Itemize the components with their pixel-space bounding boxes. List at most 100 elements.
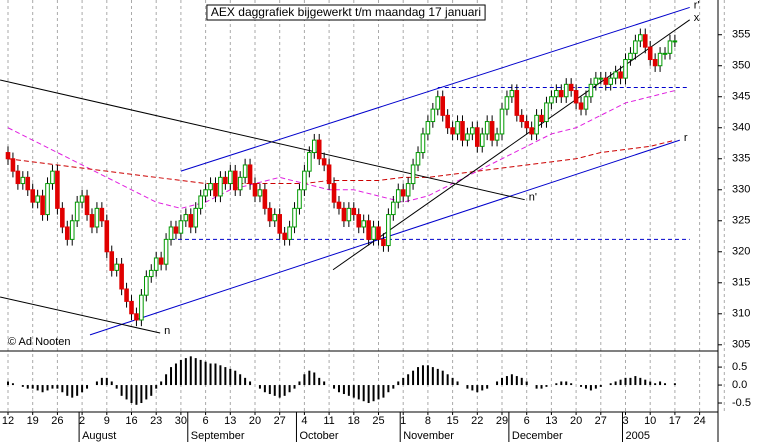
annotation: © Ad Nooten bbox=[8, 336, 71, 348]
candle-body bbox=[376, 226, 381, 240]
candle-body bbox=[499, 108, 505, 135]
candle-body bbox=[484, 121, 490, 135]
candle-body bbox=[302, 170, 307, 191]
candle-body bbox=[99, 207, 105, 222]
candle-body bbox=[435, 96, 441, 110]
candle-body bbox=[74, 201, 80, 222]
candle-body bbox=[371, 226, 376, 240]
candle-body bbox=[114, 263, 119, 271]
candle-body bbox=[494, 133, 500, 141]
candle-body bbox=[262, 189, 268, 209]
x-tick-label: 22 bbox=[471, 415, 483, 427]
candle-body bbox=[247, 164, 253, 185]
candle-body bbox=[144, 276, 149, 296]
candle-body bbox=[326, 164, 332, 185]
trend-line-label: x bbox=[694, 12, 700, 24]
candle-body bbox=[292, 207, 297, 228]
y-tick-label: 345 bbox=[732, 91, 750, 103]
candle-body bbox=[455, 121, 460, 135]
x-tick-label: 4 bbox=[301, 415, 307, 427]
candle-body bbox=[272, 214, 278, 222]
candle-body bbox=[69, 220, 75, 240]
candle-body bbox=[475, 127, 480, 147]
candle-body bbox=[534, 114, 539, 135]
candle-body bbox=[104, 220, 110, 253]
y-tick-label: 340 bbox=[732, 122, 750, 134]
month-label: October bbox=[299, 430, 338, 442]
candle-body bbox=[366, 220, 371, 240]
candle-body bbox=[524, 121, 530, 129]
candle-body bbox=[163, 238, 169, 265]
chart-title: AEX daggrafiek bijgewerkt t/m maandag 17… bbox=[211, 5, 481, 19]
x-tick-label: 8 bbox=[425, 415, 431, 427]
candle-body bbox=[55, 170, 60, 209]
candle-body bbox=[504, 96, 510, 110]
candle-body bbox=[129, 300, 134, 315]
trend-line bbox=[180, 6, 690, 172]
candle-body bbox=[321, 158, 327, 166]
grid bbox=[7, 0, 725, 412]
month-label: November bbox=[403, 430, 454, 442]
candle-body bbox=[297, 189, 302, 209]
candle-body bbox=[558, 90, 564, 98]
x-tick-label: 29 bbox=[496, 415, 508, 427]
x-tick-label: 20 bbox=[570, 415, 582, 427]
candle-body bbox=[203, 189, 208, 197]
candle-body bbox=[479, 133, 485, 147]
x-tick-label: 27 bbox=[595, 415, 607, 427]
month-label: December bbox=[512, 430, 563, 442]
candle-body bbox=[460, 121, 465, 141]
x-tick-label: 30 bbox=[175, 415, 187, 427]
candle-body bbox=[391, 201, 396, 216]
candle-body bbox=[509, 90, 515, 98]
candle-body bbox=[158, 257, 164, 265]
candle-body bbox=[237, 176, 243, 191]
trend-line-label: n bbox=[164, 325, 170, 337]
candle-body bbox=[168, 226, 174, 240]
candle-body bbox=[568, 83, 574, 92]
x-tick-label: 25 bbox=[372, 415, 384, 427]
x-tick-label: 24 bbox=[693, 415, 705, 427]
trend-line-label: r' bbox=[694, 0, 700, 11]
candle-body bbox=[15, 170, 21, 185]
candle-body bbox=[10, 158, 16, 172]
candle-body bbox=[642, 34, 648, 48]
month-label: 2005 bbox=[626, 430, 650, 442]
x-tick-label: 13 bbox=[224, 415, 236, 427]
x-tick-label: 12 bbox=[2, 415, 14, 427]
candle-body bbox=[183, 214, 189, 222]
candle-body bbox=[218, 176, 223, 197]
candle-body bbox=[603, 77, 609, 85]
x-tick-label: 23 bbox=[150, 415, 162, 427]
candle-body bbox=[188, 214, 194, 228]
candle-body bbox=[223, 176, 228, 185]
candle-body bbox=[228, 170, 233, 185]
candle-body bbox=[405, 183, 411, 197]
candle-body bbox=[25, 176, 31, 191]
candle-body bbox=[578, 102, 584, 110]
candle-body bbox=[549, 96, 554, 104]
candle-body bbox=[415, 152, 421, 166]
y-tick-label: 0.0 bbox=[732, 379, 747, 391]
candle-body bbox=[257, 189, 263, 197]
candle-body bbox=[40, 195, 45, 216]
candle-body bbox=[445, 114, 450, 129]
candle-body bbox=[341, 207, 347, 222]
candle-body bbox=[598, 77, 604, 80]
candle-body bbox=[489, 121, 495, 141]
x-tick-label: 15 bbox=[446, 415, 458, 427]
candle-body bbox=[45, 183, 50, 216]
candle-body bbox=[287, 226, 292, 240]
y-tick-label: 335 bbox=[732, 153, 750, 165]
trend-line bbox=[0, 79, 525, 201]
candle-body bbox=[134, 313, 139, 321]
candle-body bbox=[588, 83, 594, 98]
candle-body bbox=[425, 121, 431, 135]
candle-body bbox=[410, 164, 416, 185]
candle-body bbox=[232, 170, 238, 191]
candle-body bbox=[64, 226, 70, 240]
candle-body bbox=[361, 220, 366, 228]
candle-body bbox=[667, 40, 673, 54]
candle-body bbox=[94, 207, 100, 228]
